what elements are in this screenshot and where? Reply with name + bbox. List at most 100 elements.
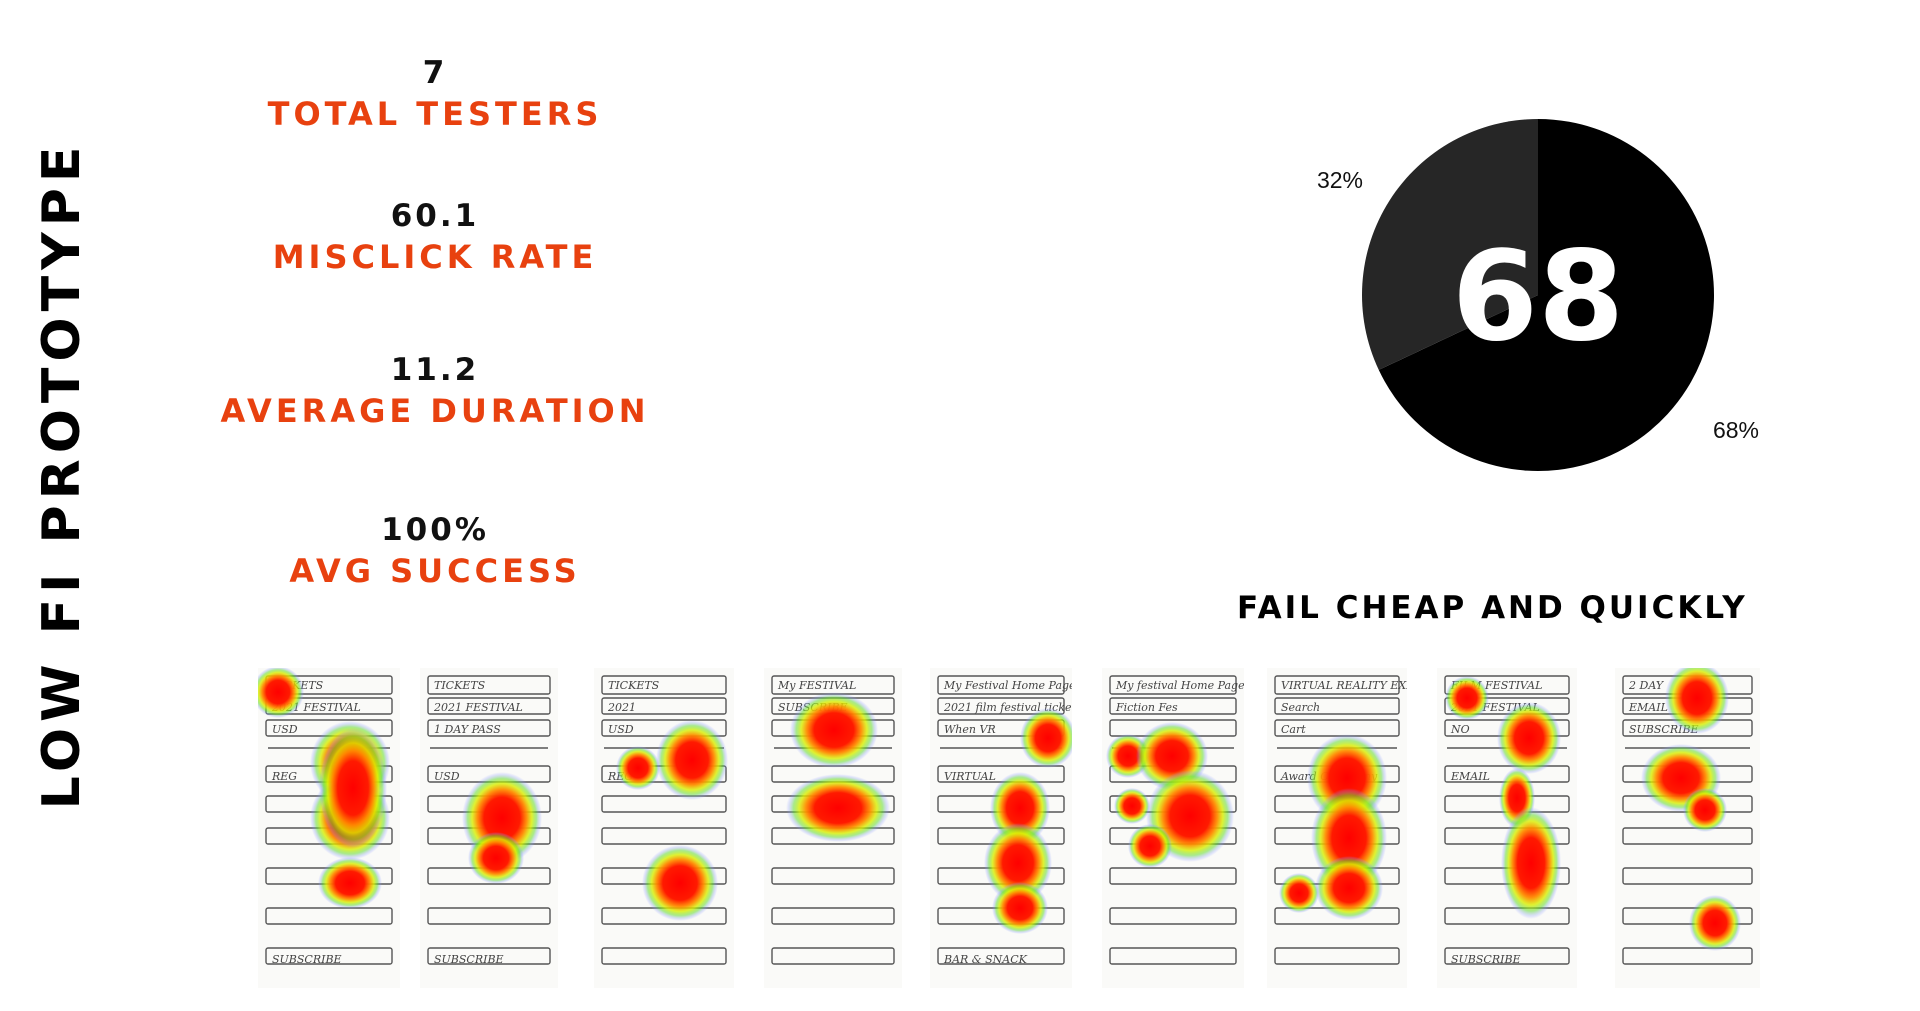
sketch-text: 2021 <box>607 701 636 714</box>
heat-blob <box>1114 788 1150 824</box>
heat-blob <box>1315 856 1383 920</box>
sketch-box <box>427 719 551 737</box>
heatmap-screen: TICKETS 2021 FESTIVAL 1 DAY PASS USD SUBSCRI… <box>420 668 558 988</box>
sketch-text: EMAIL <box>1628 701 1668 714</box>
pie-chart: 68% 32% 68 <box>1317 119 1759 472</box>
sketch-box <box>1622 907 1753 925</box>
sketch-text: My Festival Home Page <box>943 679 1072 692</box>
sketch-text: USD <box>434 770 460 783</box>
metric-misclick-rate: 60.1 MISCLICK RATE <box>273 198 598 276</box>
sketch-text: BAR & SNACK <box>943 953 1028 966</box>
pie-slice-label: 32% <box>1317 167 1363 193</box>
heat-blob <box>319 728 387 848</box>
sketch-box <box>937 697 1065 715</box>
heat-blob <box>1445 676 1489 720</box>
heat-blob <box>992 882 1048 934</box>
heat-blob <box>1665 668 1729 734</box>
pie-center-value: 68 <box>1452 225 1625 369</box>
heat-blob <box>1501 807 1561 919</box>
pie-slice <box>1378 119 1715 472</box>
sketch-box <box>1622 867 1753 885</box>
heat-blob <box>318 857 382 909</box>
heat-blob <box>1279 873 1319 913</box>
metric-value: 11.2 <box>390 352 480 388</box>
sketch-box <box>1109 867 1237 885</box>
sketch-box <box>265 947 393 965</box>
heatmap-screen: My Festival Home Page 2021 film festival … <box>930 668 1072 988</box>
sketch-box <box>1109 947 1237 965</box>
sketch-text: SUBSCRIBE <box>434 953 504 966</box>
sketch-text: USD <box>608 723 634 736</box>
sketch-box <box>601 795 727 813</box>
metric-value: 100% <box>381 512 489 548</box>
sketch-text: REG <box>271 770 297 783</box>
pie-slice-label: 68% <box>1713 417 1759 443</box>
sketch-text: Fiction Fes <box>1115 701 1178 714</box>
sketch-box <box>771 947 895 965</box>
sketch-box <box>427 907 551 925</box>
pie-slice <box>1362 119 1538 370</box>
metric-value: 60.1 <box>390 198 480 234</box>
sketch-text: NO <box>1450 723 1470 736</box>
sketch-box <box>1109 907 1237 925</box>
sketch-box <box>937 947 1065 965</box>
metric-label: TOTAL TESTERS <box>267 95 603 133</box>
sketch-text: SUBSCRIBE <box>1451 953 1521 966</box>
heatmap-screen: 2 DAY EMAIL SUBSCRIBE <box>1615 668 1760 988</box>
sketch-box <box>1274 697 1400 715</box>
heat-blob <box>790 692 878 768</box>
heatmap-screen: FILM FESTIVAL 2021 FESTIVAL NO EMAIL SUBSCRI… <box>1437 668 1577 988</box>
sketch-text: VIRTUAL REALITY EXPERIENCE <box>1281 679 1407 692</box>
heat-blob <box>642 845 718 921</box>
metric-label: MISCLICK RATE <box>272 238 598 276</box>
heat-blob <box>990 772 1050 844</box>
sketch-box <box>937 675 1065 695</box>
heat-blob <box>616 746 660 790</box>
sketch-text: 2 DAY <box>1628 679 1665 692</box>
sketch-text: Search <box>1281 701 1320 714</box>
sketch-text: TICKETS <box>434 679 486 692</box>
sketch-box <box>1444 947 1570 965</box>
sketch-box <box>601 675 727 695</box>
sketch-box <box>427 675 551 695</box>
sketch-box <box>1109 675 1237 695</box>
sketch-text: My FESTIVAL <box>777 679 856 692</box>
sketch-box <box>601 947 727 965</box>
heatmap-screen: TICKETS2021USDREG <box>594 668 734 988</box>
sketch-text: 1 DAY PASS <box>434 723 501 736</box>
sketch-text: SUBSCRIBE <box>272 953 342 966</box>
sketch-box <box>427 697 551 715</box>
heatmap-screen: VIRTUAL REALITY EXPERIENCESearchCartAwar… <box>1267 668 1407 988</box>
sketch-text: My festival Home Page <box>1115 679 1244 692</box>
sketch-box <box>1274 675 1400 695</box>
heat-blob <box>1020 708 1072 768</box>
sketch-box <box>601 827 727 845</box>
sketch-box <box>771 867 895 885</box>
metric-average-duration: 11.2 AVERAGE DURATION <box>220 352 649 430</box>
heat-blob <box>1683 788 1727 832</box>
heatmap-screen: My FESTIVALSUBSCRIBE <box>764 668 902 988</box>
sketch-box <box>601 697 727 715</box>
metric-label: AVG SUCCESS <box>289 552 581 590</box>
heat-blob <box>1689 895 1741 951</box>
sketch-box <box>1444 907 1570 925</box>
metric-label: AVERAGE DURATION <box>220 392 650 430</box>
sketch-text: EMAIL <box>1450 770 1490 783</box>
heat-blob <box>984 823 1052 903</box>
heat-blob <box>1497 702 1561 774</box>
sketch-box <box>1444 675 1570 695</box>
heat-blob <box>258 668 304 718</box>
sketch-text: USD <box>272 723 298 736</box>
sketch-text: 2021 FESTIVAL <box>433 701 523 714</box>
sketch-box <box>427 947 551 965</box>
sketch-box <box>771 907 895 925</box>
metric-value: 7 <box>422 55 448 91</box>
heat-blob <box>1128 824 1172 868</box>
heatmap-screen: My festival Home Page Fiction Fes <box>1102 668 1244 988</box>
heat-blob <box>468 832 524 884</box>
sketch-box <box>1274 947 1400 965</box>
sketch-text: VIRTUAL <box>944 770 996 783</box>
tagline: FAIL CHEAP AND QUICKLY <box>1237 590 1748 626</box>
heat-blob <box>786 774 890 842</box>
